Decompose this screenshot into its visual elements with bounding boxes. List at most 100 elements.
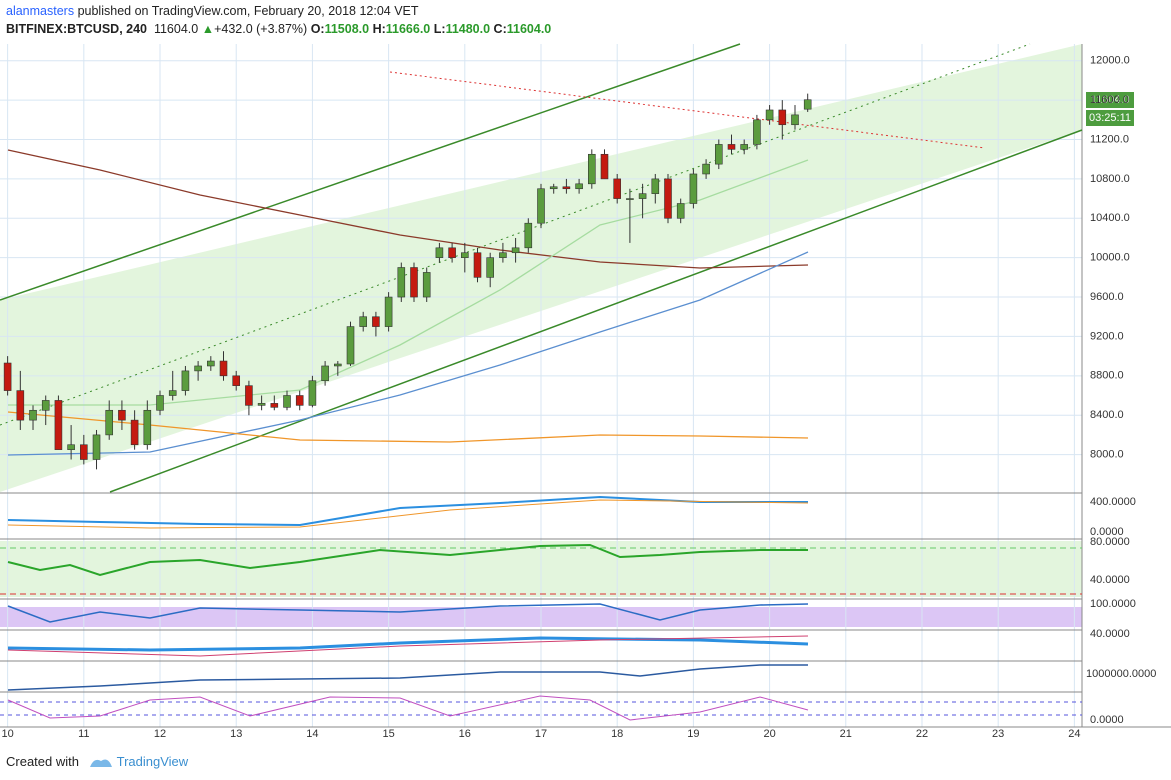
- y-tick-label: 9200.0: [1090, 330, 1124, 342]
- candle-body: [676, 203, 685, 219]
- x-tick-label: 20: [763, 728, 775, 740]
- candle-body: [359, 316, 367, 327]
- created: Created with: [6, 754, 79, 769]
- header-line-2: BITFINEX:BTCUSD, 240 11604.0 ▲+432.0 (+3…: [6, 22, 551, 36]
- candle-body: [600, 153, 609, 180]
- y-tick-label: 8400.0: [1090, 409, 1124, 421]
- price-tag: 11604.0: [1091, 94, 1130, 106]
- candle-body: [461, 252, 469, 258]
- last: 11604.0: [153, 22, 199, 36]
- candle-body: [92, 434, 101, 460]
- x-tick-label: 11: [78, 728, 89, 740]
- pane-label: 40.0000: [1090, 628, 1130, 640]
- brand[interactable]: TradingView: [116, 754, 189, 769]
- candle-body: [143, 409, 152, 446]
- candle-body: [54, 400, 63, 450]
- candle-body: [410, 267, 418, 298]
- y-tick-label: 10800.0: [1090, 173, 1130, 185]
- candle-body: [41, 400, 50, 411]
- candle-body: [435, 247, 444, 258]
- candle-body: [181, 370, 190, 391]
- candle-body: [397, 267, 406, 298]
- pane-label: 400.0000: [1090, 496, 1136, 508]
- x-tick-label: 13: [230, 728, 242, 740]
- timer-box: [1086, 110, 1134, 126]
- candle-body: [537, 188, 545, 224]
- x-tick-label: 21: [840, 728, 852, 740]
- candle-body: [689, 173, 698, 204]
- x-tick-label: 23: [992, 728, 1004, 740]
- candle-body: [499, 252, 507, 258]
- candle-body: [346, 326, 355, 365]
- candle-body: [207, 360, 215, 367]
- footer: Created with TradingView: [6, 754, 188, 769]
- l: 11480.0: [445, 22, 491, 36]
- grid: [0, 44, 1082, 727]
- candle-body: [321, 365, 329, 382]
- candle-body: [613, 178, 621, 199]
- candle-body: [3, 362, 12, 391]
- y-tick-label: 10000.0: [1090, 252, 1130, 264]
- candle-body: [80, 444, 88, 460]
- timer: 03:25:11: [1089, 112, 1131, 124]
- h: 11666.0: [385, 22, 431, 36]
- candle-body: [626, 198, 634, 200]
- candle-body: [283, 395, 291, 408]
- candle-body: [118, 409, 126, 421]
- candle-body: [130, 419, 139, 446]
- pane-label: 0.0000: [1090, 714, 1124, 726]
- pane-label: 100.0000: [1090, 598, 1136, 610]
- y-tick-label: 8800.0: [1090, 370, 1124, 382]
- y-tick-label: 12000.0: [1090, 55, 1130, 67]
- candle-body: [702, 163, 710, 175]
- channel-lines: [0, 43, 1083, 493]
- change: +432.0 (+3.87%): [214, 22, 308, 36]
- candle-body: [740, 144, 748, 150]
- candle-body: [562, 186, 571, 190]
- candle-body: [524, 222, 533, 249]
- candle-body: [29, 409, 37, 421]
- x-tick-label: 16: [459, 728, 471, 740]
- x-tick-label: 22: [916, 728, 928, 740]
- candle-body: [753, 119, 761, 145]
- candle-body: [549, 186, 558, 190]
- candle-body: [651, 178, 660, 194]
- published: published on TradingView.com, February 2…: [77, 4, 419, 18]
- candle-body: [295, 395, 304, 406]
- candle-body: [334, 363, 342, 367]
- c-label: C:: [493, 22, 507, 36]
- pane-label: 80.0000: [1090, 536, 1130, 548]
- header-line-1: alanmasters published on TradingView.com…: [6, 4, 419, 18]
- y-tick-label: 11600.0: [1090, 94, 1129, 106]
- candle-body: [105, 409, 114, 436]
- candle-body: [384, 296, 393, 327]
- pane-label: 0.0000: [1090, 526, 1124, 538]
- x-tick-label: 24: [1068, 728, 1080, 740]
- candle-body: [791, 114, 799, 126]
- candle-body: [16, 390, 25, 421]
- candle-body: [67, 444, 75, 450]
- candle-body: [270, 403, 279, 408]
- c: 11604.0: [506, 22, 552, 36]
- candle-body: [765, 109, 774, 121]
- candle-body: [448, 247, 456, 258]
- pane-label: 1000000.0000: [1086, 668, 1156, 680]
- candle-body: [372, 316, 380, 327]
- x-tick-label: 18: [611, 728, 623, 740]
- price-tag-box: [1086, 92, 1134, 108]
- candle-body: [575, 183, 583, 190]
- pane-borders: [0, 44, 1171, 728]
- candle-body: [422, 272, 431, 298]
- x-tick-label: 10: [1, 728, 13, 740]
- candle-body: [308, 380, 317, 406]
- candle-body: [803, 99, 812, 110]
- chart: 11604.0 03:25:11 400.0000 0.0000 80.0000…: [0, 43, 1171, 740]
- candle-body: [638, 193, 647, 199]
- candle-body: [245, 385, 253, 406]
- author[interactable]: alanmasters: [6, 4, 75, 18]
- pane-label: 40.0000: [1090, 574, 1130, 586]
- candle-body: [715, 144, 723, 165]
- o: 11508.0: [324, 22, 370, 36]
- candle-body: [664, 178, 672, 219]
